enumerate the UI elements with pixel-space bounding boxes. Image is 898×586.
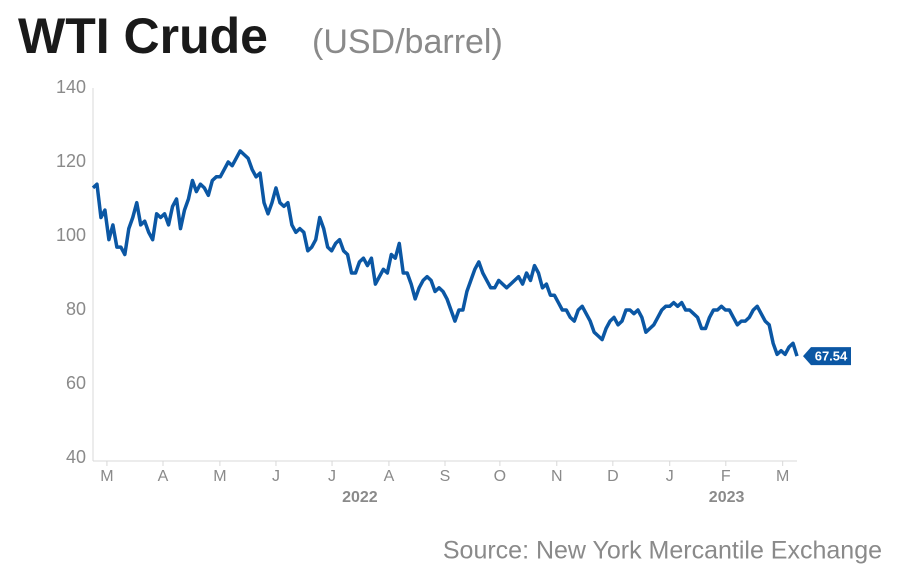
x-tick-label: A <box>384 468 395 485</box>
x-tick-label: S <box>440 468 451 485</box>
x-tick-label: M <box>213 468 226 485</box>
x-tick-label: J <box>666 468 674 485</box>
x-tick-label: M <box>776 468 789 485</box>
y-tick-label: 100 <box>56 225 86 245</box>
y-tick-label: 140 <box>56 77 86 97</box>
year-label: 2022 <box>342 489 378 506</box>
y-tick-label: 120 <box>56 151 86 171</box>
x-tick-label: F <box>721 468 731 485</box>
chart-title: WTI Crude <box>18 8 268 64</box>
last-value-tag <box>803 347 851 366</box>
x-tick-label: J <box>272 468 280 485</box>
x-tick-label: M <box>100 468 113 485</box>
price-line <box>91 149 799 357</box>
x-tick-label: A <box>158 468 169 485</box>
x-tick-label: O <box>494 468 506 485</box>
y-tick-label: 80 <box>66 299 86 319</box>
last-value-label: 67.54 <box>815 349 848 364</box>
y-tick-label: 40 <box>66 447 86 467</box>
chart-subtitle: (USD/barrel) <box>312 23 503 61</box>
x-tick-label: J <box>328 468 336 485</box>
x-tick-label: D <box>607 468 619 485</box>
y-tick-label: 60 <box>66 373 86 393</box>
x-tick-label: N <box>551 468 563 485</box>
source: Source: New York Mercantile Exchange <box>443 537 882 565</box>
year-label: 2023 <box>709 489 745 506</box>
